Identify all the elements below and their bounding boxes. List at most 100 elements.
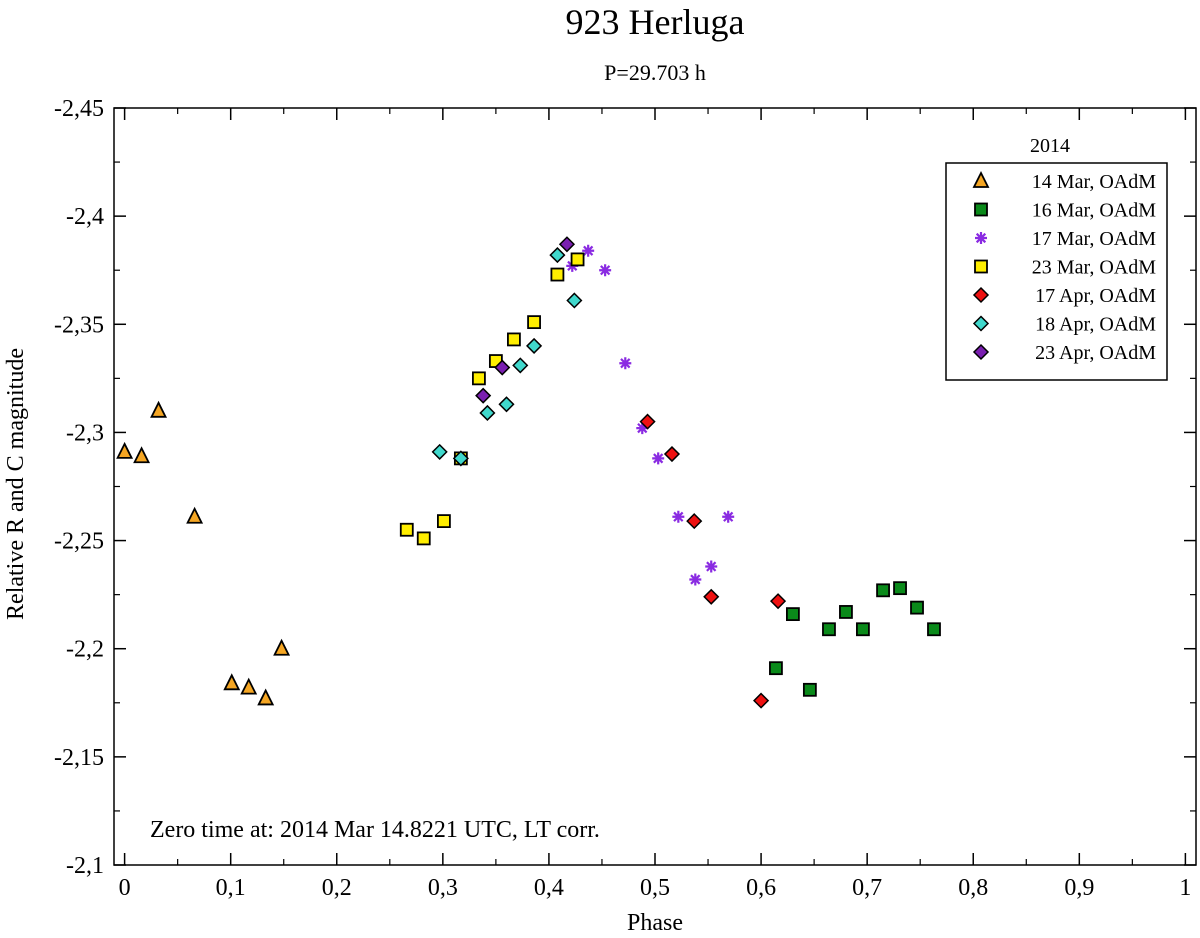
data-point (507, 332, 521, 347)
chart-title: 923 Herluga (566, 2, 745, 42)
legend-entry: 17 Mar, OAdM (1032, 228, 1156, 250)
data-point (257, 688, 275, 706)
y-tick-label: -2,1 (66, 853, 104, 879)
data-point (769, 661, 783, 676)
y-tick-label: -2,3 (66, 420, 104, 446)
series-14-mar-oadm (116, 400, 291, 706)
data-point (240, 677, 258, 695)
legend-entry: 17 Apr, OAdM (1035, 285, 1156, 307)
x-tick-label: 1 (1179, 875, 1191, 901)
plot-area: 0 0,1 0,2 0,3 0,4 0,5 0,6 0,7 0,8 0,9 1 -2,45 -2,4 -2… (54, 96, 1197, 901)
legend: 2014 14 Mar, OAdM 16 Mar, OAdM 17 Mar, OAd… (945, 135, 1168, 381)
data-point (223, 673, 241, 691)
x-tick-label: 0 (119, 875, 131, 901)
data-point (893, 581, 907, 596)
data-point (150, 400, 168, 418)
data-point (672, 510, 685, 523)
data-point (273, 638, 291, 656)
data-point (639, 413, 656, 430)
legend-marker (972, 343, 990, 361)
legend-title: 2014 (1030, 135, 1070, 157)
data-point (927, 622, 941, 637)
x-tick-label: 0,4 (534, 875, 564, 901)
legend-marker (972, 170, 990, 188)
data-point (116, 441, 134, 459)
data-point (753, 692, 770, 709)
x-tick-label: 0,9 (1064, 875, 1094, 901)
data-point (416, 531, 431, 546)
data-point (558, 236, 576, 253)
data-point (686, 513, 703, 530)
y-tick-label: -2,2 (66, 637, 104, 663)
legend-entry: 23 Apr, OAdM (1035, 342, 1156, 364)
series-18-apr-oadm (431, 247, 583, 467)
x-tick-label: 0,3 (428, 875, 458, 901)
data-point (479, 404, 496, 422)
data-point (703, 588, 720, 605)
legend-entry: 16 Mar, OAdM (1032, 200, 1156, 222)
series-17-apr-oadm (639, 413, 787, 709)
data-point (722, 510, 735, 523)
data-point (133, 446, 151, 464)
legend-marker (972, 315, 990, 332)
legend-marker (974, 259, 988, 274)
data-point (475, 387, 492, 404)
legend-entry: 23 Mar, OAdM (1032, 257, 1156, 279)
data-point (802, 682, 817, 697)
data-point (526, 337, 543, 354)
data-point (856, 622, 870, 637)
data-point (431, 443, 448, 460)
data-point (472, 371, 486, 386)
y-tick-label: -2,45 (54, 96, 104, 122)
legend-entry: 18 Apr, OAdM (1035, 314, 1156, 336)
legend-marker (975, 232, 987, 244)
data-point (822, 622, 836, 637)
x-tick-label: 0,2 (322, 875, 352, 901)
data-point (437, 514, 451, 529)
x-axis-label: Phase (627, 910, 683, 936)
data-point (527, 315, 541, 330)
x-tick-label: 0,7 (852, 875, 882, 901)
x-tick-label: 0,1 (216, 875, 246, 901)
legend-marker (974, 202, 988, 217)
data-point (498, 396, 515, 413)
x-tick-label: 0,5 (640, 875, 670, 901)
data-point (570, 252, 585, 267)
data-point (786, 607, 800, 622)
data-point (599, 264, 612, 277)
data-point (452, 450, 469, 467)
series-16-mar-oadm (769, 581, 941, 697)
data-point (652, 452, 665, 465)
data-point (186, 506, 204, 524)
y-tick-label: -2,15 (54, 745, 104, 771)
y-tick-label: -2,35 (54, 312, 104, 338)
data-point (512, 357, 529, 374)
data-point (636, 422, 649, 435)
data-point (549, 247, 566, 264)
data-point (705, 560, 718, 573)
chart-subtitle: P=29.703 h (604, 60, 706, 85)
data-point (839, 605, 853, 619)
x-tick-label: 0,8 (958, 875, 988, 901)
data-point (689, 573, 702, 586)
data-point (582, 244, 595, 257)
data-point (494, 359, 511, 376)
y-tick-label: -2,25 (54, 529, 104, 555)
data-point (399, 522, 414, 537)
data-point (619, 357, 632, 370)
data-point (663, 445, 681, 463)
data-point (566, 292, 583, 309)
data-point (876, 583, 890, 598)
data-point (910, 600, 924, 615)
y-axis-label: Relative R and C magnitude (3, 348, 29, 620)
legend-marker (972, 286, 990, 304)
x-tick-label: 0,6 (746, 875, 776, 901)
series-23-mar-oadm (399, 252, 585, 546)
data-point (550, 267, 565, 282)
zero-time-annotation: Zero time at: 2014 Mar 14.8221 UTC, LT c… (150, 817, 600, 843)
y-tick-label: -2,4 (66, 204, 104, 230)
legend-entry: 14 Mar, OAdM (1032, 171, 1156, 193)
series-23-apr-oadm (475, 236, 576, 404)
data-point (769, 593, 787, 610)
